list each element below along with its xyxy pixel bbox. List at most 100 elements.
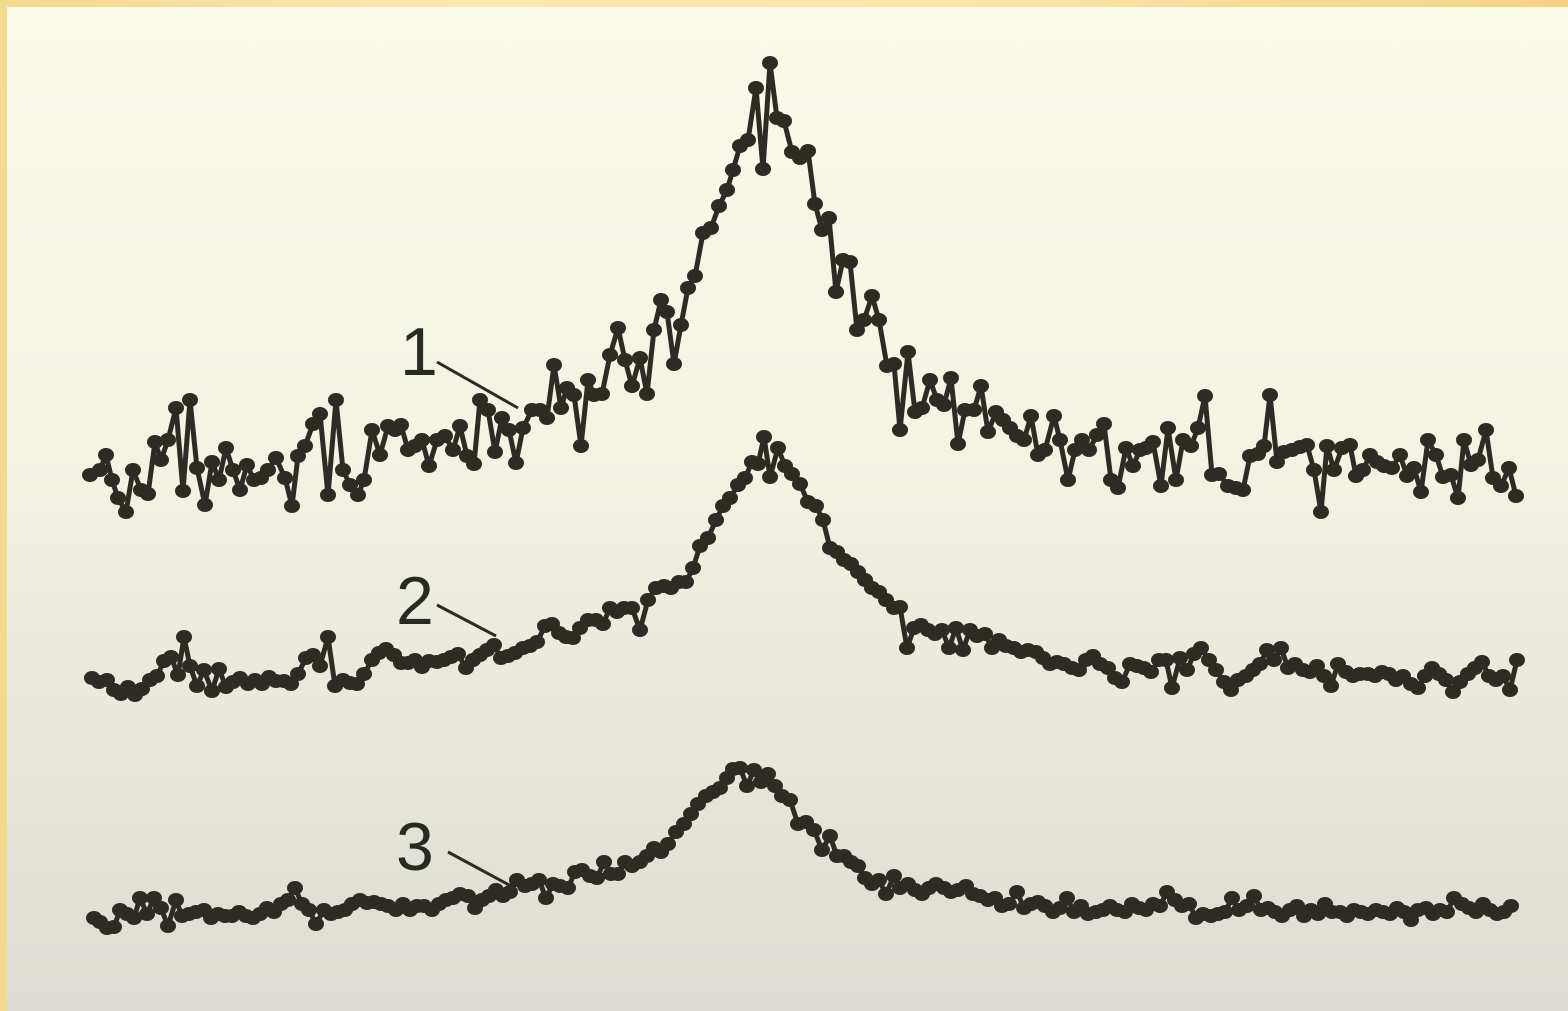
series-3-point bbox=[1217, 905, 1233, 919]
leader-line-2 bbox=[436, 603, 497, 638]
series-2-point bbox=[955, 643, 971, 657]
series-1-point bbox=[639, 387, 655, 401]
series-1-point bbox=[1110, 481, 1126, 495]
series-3-point bbox=[126, 911, 142, 925]
series-3 bbox=[86, 761, 1519, 935]
series-3-point bbox=[610, 867, 626, 881]
series-3-point bbox=[760, 767, 776, 781]
series-1-point bbox=[936, 398, 952, 412]
series-2-point bbox=[1252, 657, 1268, 671]
series-3-point bbox=[746, 763, 762, 777]
series-1-point bbox=[856, 313, 872, 327]
series-3-point bbox=[660, 837, 676, 851]
series-3-point bbox=[308, 917, 324, 931]
series-1-point bbox=[437, 429, 453, 443]
curve-labels: 1 2 3 bbox=[396, 314, 519, 888]
series-1-point bbox=[1493, 479, 1509, 493]
series-2-point bbox=[1502, 683, 1518, 697]
series-1-point bbox=[168, 401, 184, 415]
series-3-point bbox=[538, 891, 554, 905]
series-2-point bbox=[450, 647, 466, 661]
series-1-point bbox=[814, 223, 830, 237]
series-2-point bbox=[1316, 669, 1332, 683]
series-1-point bbox=[372, 448, 388, 462]
series-2-point bbox=[1474, 655, 1490, 669]
series-1-point bbox=[147, 435, 163, 449]
series-1-point bbox=[290, 449, 306, 463]
series-1-point bbox=[1052, 433, 1068, 447]
series-3-point bbox=[767, 779, 783, 793]
series-1-point bbox=[748, 81, 764, 95]
series-3-point bbox=[1503, 899, 1519, 913]
series-3-point bbox=[301, 903, 317, 917]
series-1-point bbox=[1081, 443, 1097, 457]
series-1-point bbox=[342, 478, 358, 492]
series-1-point bbox=[393, 418, 409, 432]
series-3-point bbox=[782, 793, 798, 807]
series-2-point bbox=[792, 477, 808, 491]
series-2-point bbox=[1259, 643, 1275, 657]
series-1-point bbox=[1067, 443, 1083, 457]
series-1-point bbox=[646, 323, 662, 337]
leader-line-1 bbox=[436, 360, 519, 410]
series-1-point bbox=[624, 379, 640, 393]
series-3-point bbox=[886, 869, 902, 883]
series-3-point bbox=[160, 919, 176, 933]
series-1-point bbox=[950, 437, 966, 451]
series-1-point bbox=[980, 425, 996, 439]
series-3-point bbox=[1152, 899, 1168, 913]
series-3-point bbox=[531, 873, 547, 887]
series-3-point bbox=[1224, 891, 1240, 905]
curve-label-3: 3 bbox=[396, 809, 434, 885]
series-2-point bbox=[1309, 659, 1325, 673]
series-1-point bbox=[1037, 443, 1053, 457]
series-2-point bbox=[1495, 669, 1511, 683]
series-1-point bbox=[98, 448, 114, 462]
series-2-point bbox=[632, 623, 648, 637]
series-1-point bbox=[364, 423, 380, 437]
series-1-point bbox=[553, 401, 569, 415]
series-1-point bbox=[182, 393, 198, 407]
series-1-point bbox=[849, 323, 865, 337]
series-2-point bbox=[899, 641, 915, 655]
series-1-point bbox=[1406, 461, 1422, 475]
series-1-point bbox=[1456, 433, 1472, 447]
series-3-point bbox=[106, 920, 122, 934]
series-1-point bbox=[1428, 448, 1444, 462]
series-1-point bbox=[711, 199, 727, 213]
series-2-point bbox=[189, 679, 205, 693]
series-1-point bbox=[268, 451, 284, 465]
series-1-point bbox=[539, 411, 555, 425]
series-3-point bbox=[676, 817, 692, 831]
series-3-point bbox=[1009, 885, 1025, 899]
series-3-point bbox=[287, 881, 303, 895]
series-3-point bbox=[460, 889, 476, 903]
series-3-point bbox=[871, 873, 887, 887]
series-3-point bbox=[1403, 913, 1419, 927]
series-3-point bbox=[502, 885, 518, 899]
series-2-point bbox=[1100, 661, 1116, 675]
series-2-point bbox=[1158, 653, 1174, 667]
series-2-point bbox=[737, 471, 753, 485]
series-1-point bbox=[1413, 485, 1429, 499]
series-3-point bbox=[878, 887, 894, 901]
curve-label-2: 2 bbox=[396, 563, 434, 639]
series-3-point bbox=[146, 891, 162, 905]
series-1-point bbox=[466, 457, 482, 471]
series-2-point bbox=[708, 513, 724, 527]
series-2-point bbox=[892, 600, 908, 614]
series-3-point bbox=[732, 761, 748, 775]
series-1-point bbox=[175, 484, 191, 498]
series-3-point bbox=[739, 779, 755, 793]
series-2-point bbox=[948, 621, 964, 635]
series-1-point bbox=[1384, 461, 1400, 475]
series-1-point bbox=[1023, 409, 1039, 423]
series-2-point bbox=[99, 673, 115, 687]
series-1-point bbox=[1145, 435, 1161, 449]
series-1-point bbox=[659, 305, 675, 319]
series-1-point bbox=[900, 345, 916, 359]
series-1-point bbox=[1183, 439, 1199, 453]
series-1-point bbox=[1478, 423, 1494, 437]
series-2-point bbox=[1172, 651, 1188, 665]
series-1-point bbox=[886, 357, 902, 371]
